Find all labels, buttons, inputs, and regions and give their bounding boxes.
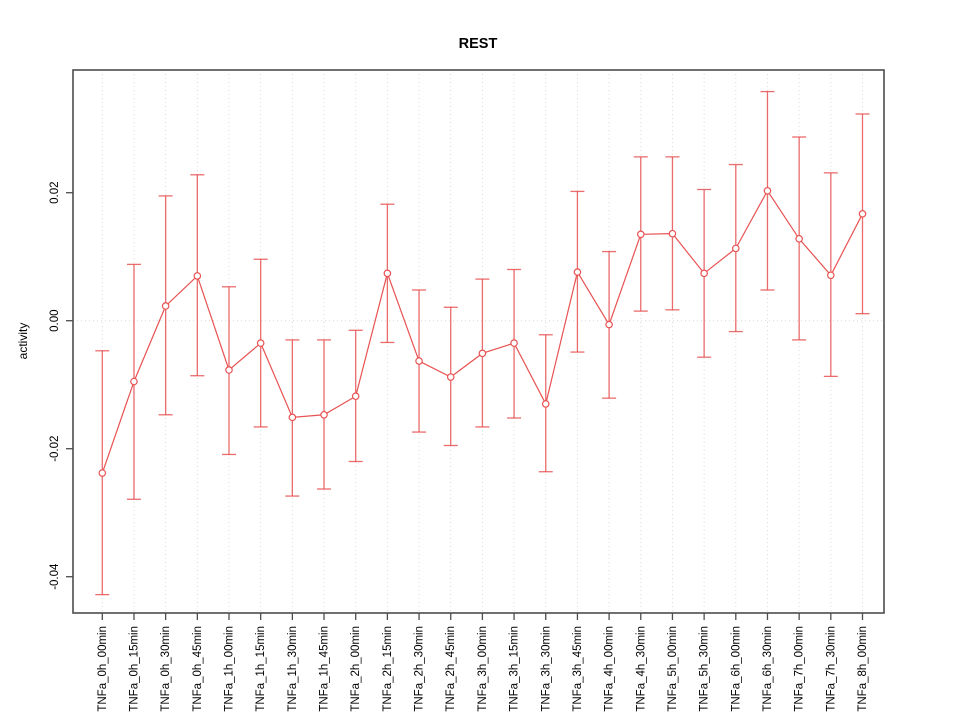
x-tick-label: TNFa_5h_00min [667,626,679,712]
x-tick-label: TNFa_0h_15min [128,626,140,712]
x-tick-label: TNFa_1h_00min [224,626,236,712]
y-tick-label: -0.04 [49,563,61,590]
y-tick-label: 0.00 [49,310,61,332]
plot-frame [72,69,885,614]
data-point [573,268,582,276]
data-point [446,373,455,381]
data-point [383,269,392,278]
data-point [320,410,328,419]
data-point [193,272,202,280]
x-tick-label: TNFa_2h_00min [350,626,362,712]
data-point [668,229,677,238]
y-axis-label: activity [16,323,30,360]
data-point [98,469,107,477]
x-tick-label: TNFa_3h_45min [572,626,584,712]
data-point [541,400,550,408]
y-tick-label: 0.02 [49,182,61,204]
y-tick-label: -0.02 [49,436,61,462]
data-point [605,320,613,329]
x-tick-label: TNFa_6h_30min [762,626,774,712]
data-point [731,244,740,253]
x-tick-label: TNFa_0h_30min [160,626,172,712]
data-point [510,339,518,347]
x-tick-label: TNFa_4h_30min [635,626,647,712]
data-point [225,366,233,374]
x-tick-label: TNFa_8h_00min [857,626,869,712]
data-point [415,357,423,365]
data-point [161,302,170,310]
data-point [763,186,772,195]
x-tick-label: TNFa_3h_30min [540,626,552,712]
x-tick-label: TNFa_2h_45min [445,626,457,712]
x-tick-label: TNFa_3h_15min [509,626,521,712]
x-tick-label: TNFa_0h_45min [192,626,204,712]
x-tick-label: TNFa_5h_30min [699,626,711,712]
x-tick-label: TNFa_2h_30min [414,626,426,712]
x-tick-label: TNFa_7h_30min [825,626,837,712]
data-point [351,392,360,401]
x-tick-label: TNFa_1h_45min [319,626,331,712]
x-tick-label: TNFa_1h_15min [255,626,267,712]
data-point [636,230,645,239]
x-tick-label: TNFa_4h_00min [604,626,616,712]
x-tick-label: TNFa_1h_30min [287,626,299,712]
x-tick-label: TNFa_0h_00min [97,626,109,712]
data-point [795,234,803,243]
data-point [130,377,138,386]
x-tick-label: TNFa_3h_00min [477,626,489,712]
data-point [478,349,487,358]
data-point [700,269,708,278]
x-tick-label: TNFa_6h_00min [730,626,742,712]
chart-title: REST [459,36,498,52]
data-point [827,271,835,280]
data-point [858,210,867,218]
x-tick-label: TNFa_2h_15min [382,626,394,712]
data-point [256,339,265,347]
x-tick-label: TNFa_7h_00min [794,626,806,712]
data-point [288,413,297,422]
